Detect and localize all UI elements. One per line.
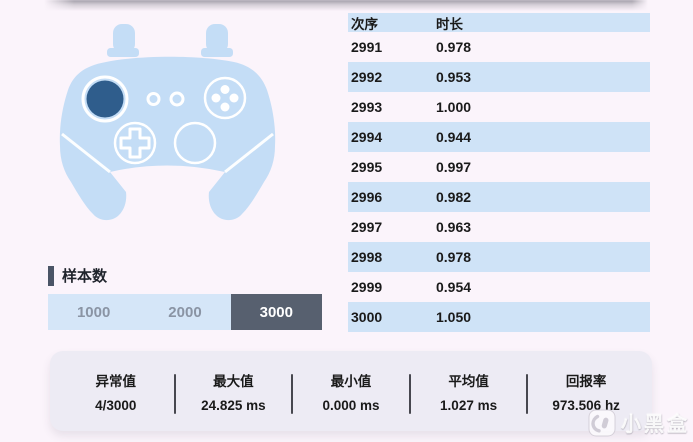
sample-count-selector: 1000 2000 3000 <box>48 294 322 330</box>
table-row: 2995 0.997 <box>348 152 650 182</box>
stat-item: 平均值 1.027 ms <box>411 370 527 413</box>
right-stick-icon <box>173 121 217 165</box>
sequence-cell: 2991 <box>351 39 383 55</box>
stat-label: 异常值 <box>95 373 137 389</box>
stat-value: 973.506 hz <box>552 397 620 413</box>
stat-label: 最大值 <box>213 373 254 389</box>
table-row: 2997 0.963 <box>348 212 650 242</box>
duration-cell: 0.997 <box>436 159 472 175</box>
sequence-cell: 2996 <box>351 189 383 205</box>
duration-cell: 0.978 <box>436 249 472 265</box>
table-row: 2994 0.944 <box>348 122 650 152</box>
table-row: 2992 0.953 <box>348 62 650 92</box>
watermark-text: 小黑盒 <box>621 414 690 436</box>
stat-label: 最小值 <box>330 373 372 389</box>
stat-label: 回报率 <box>565 373 607 389</box>
stats-bar: 异常值 4/3000 最大值 24.825 ms 最小值 0.000 ms 平均值 1.027… <box>50 351 652 431</box>
duration-cell: 0.963 <box>436 219 472 235</box>
table-body: 2991 0.978 2992 0.953 2993 1.000 2994 0.944 2995… <box>348 32 650 332</box>
stat-divider <box>291 374 294 414</box>
stat-item: 异常值 4/3000 <box>58 370 174 413</box>
sample-count-section: 样本数 <box>48 265 107 286</box>
duration-cell: 0.953 <box>436 69 472 85</box>
stat-value: 1.027 ms <box>440 397 498 413</box>
stat-item: 回报率 973.506 hz <box>528 370 644 413</box>
table-header: 次序 时长 <box>348 13 650 32</box>
duration-cell: 0.978 <box>436 39 472 55</box>
abxy-buttons-icon <box>203 76 247 120</box>
stat-value: 24.825 ms <box>201 397 266 413</box>
column-header: 时长 <box>436 16 463 32</box>
table-row: 3000 1.050 <box>348 302 650 332</box>
shoulder-triggers-icon <box>107 24 233 57</box>
samples-table: 次序 时长 2991 0.978 2992 0.953 2993 1.000 2994 0.94… <box>348 13 650 332</box>
stat-item: 最小值 0.000 ms <box>293 370 409 413</box>
stat-item: 最大值 24.825 ms <box>176 370 292 413</box>
left-stick-icon <box>81 75 129 123</box>
table-row: 2999 0.954 <box>348 272 650 302</box>
stat-value: 0.000 ms <box>322 397 380 413</box>
sequence-cell: 2999 <box>351 279 383 295</box>
sequence-cell: 2994 <box>351 129 383 145</box>
dpad-icon <box>113 121 157 165</box>
watermark: 小黑盒 <box>588 408 690 437</box>
body-seam-lines <box>61 132 274 174</box>
heybox-logo-icon <box>588 409 616 436</box>
sample-option-2000[interactable]: 2000 <box>139 294 230 330</box>
duration-cell: 1.050 <box>436 309 472 325</box>
sequence-cell: 2992 <box>351 69 383 85</box>
top-shadow <box>44 0 648 11</box>
stat-label: 平均值 <box>448 373 489 389</box>
table-row: 2996 0.982 <box>348 182 650 212</box>
stat-divider <box>408 374 411 414</box>
sample-count-label: 样本数 <box>62 268 108 285</box>
sample-option-1000[interactable]: 1000 <box>48 294 139 330</box>
duration-cell: 0.944 <box>436 129 472 145</box>
table-row: 2991 0.978 <box>348 32 650 62</box>
stat-value: 4/3000 <box>95 397 137 413</box>
gamepad-illustration <box>59 24 276 221</box>
stat-divider <box>173 374 176 414</box>
sequence-cell: 2993 <box>351 99 383 115</box>
duration-cell: 0.954 <box>436 279 472 295</box>
duration-cell: 1.000 <box>436 99 472 115</box>
table-row: 2998 0.978 <box>348 242 650 272</box>
sequence-cell: 2995 <box>351 159 383 175</box>
column-header: 次序 <box>351 16 378 32</box>
menu-button-icon <box>169 91 185 107</box>
sequence-cell: 3000 <box>351 309 383 325</box>
table-row: 2993 1.000 <box>348 92 650 122</box>
stat-divider <box>526 374 529 414</box>
view-button-icon <box>146 92 161 106</box>
section-marker <box>48 265 54 286</box>
duration-cell: 0.982 <box>436 189 472 205</box>
sequence-cell: 2998 <box>351 249 383 265</box>
sequence-cell: 2997 <box>351 219 383 235</box>
sample-option-3000[interactable]: 3000 <box>230 294 322 330</box>
